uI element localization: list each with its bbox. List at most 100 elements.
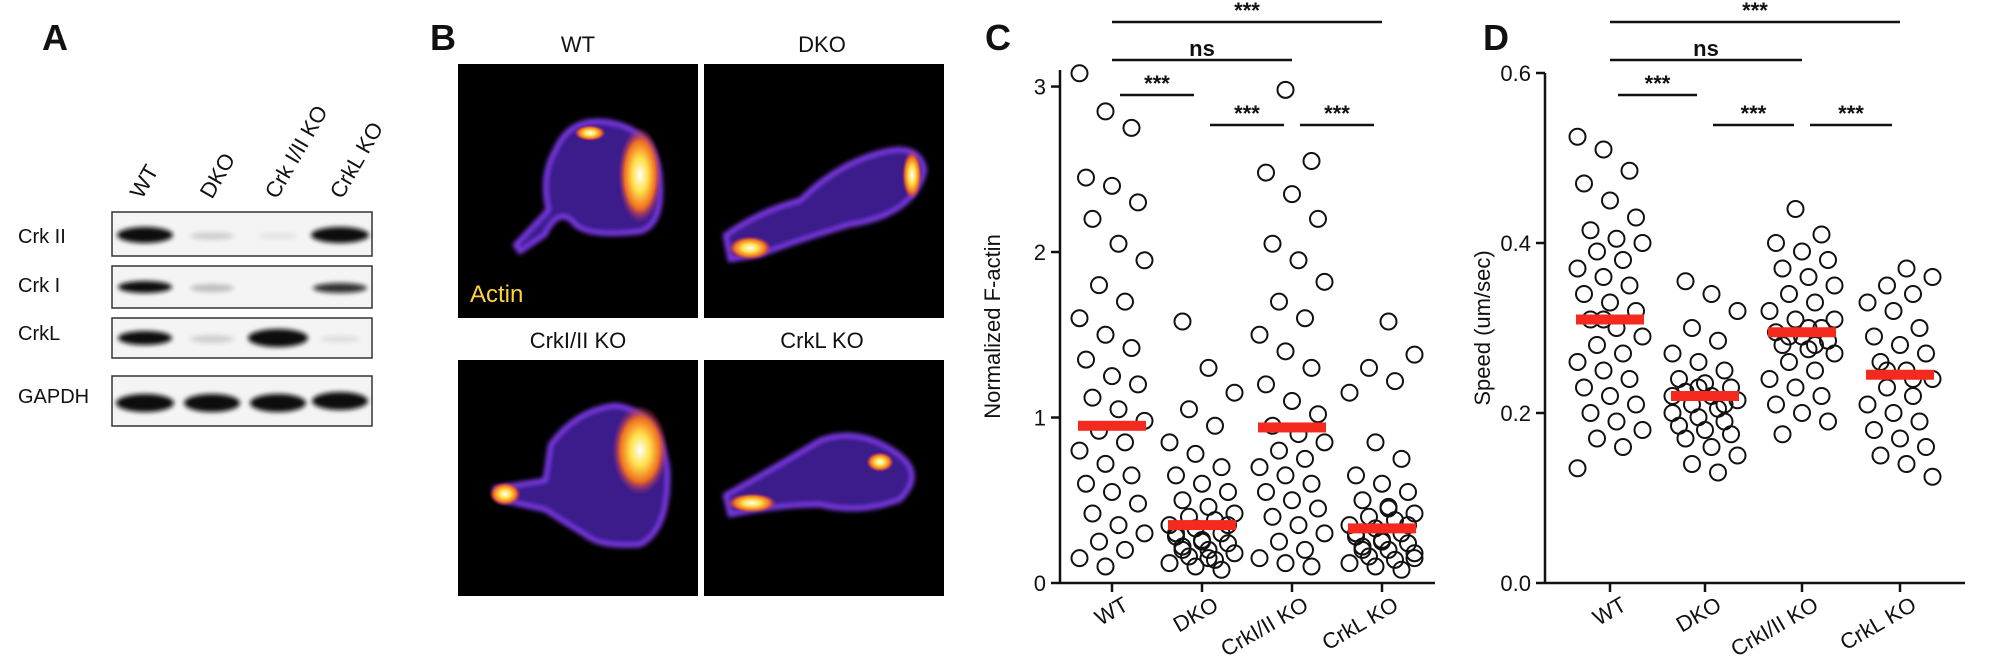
panel-a: A WT DKO Crk I/II KO CrkL KO Crk II Crk … [18,17,388,427]
blot-bands [116,227,369,412]
y-tick-label: 1 [1034,406,1046,431]
data-point [1819,412,1837,431]
significance-label: *** [1838,101,1864,126]
data-point [1897,455,1916,473]
data-point [1696,421,1714,439]
mean-line [1576,314,1644,325]
data-point [1090,276,1108,295]
data-point [1353,540,1372,559]
data-point [1160,433,1179,452]
data-point [1122,339,1141,358]
data-point [1575,378,1593,397]
data-point [1607,229,1626,248]
data-point [1360,547,1378,566]
data-point [1728,446,1747,465]
data-point [1722,425,1740,444]
data-point [1096,454,1115,473]
data-point [1309,499,1327,518]
data-point [1122,466,1141,485]
data-point [1129,375,1147,394]
mean-line [1348,523,1416,534]
data-point [1077,474,1095,493]
data-point [1070,309,1089,328]
data-point [1773,259,1792,278]
data-point [1588,429,1606,448]
data-point [1070,441,1089,460]
data-point [1386,372,1404,391]
data-point [1627,208,1645,227]
data-point [1620,276,1639,295]
significance-label: *** [1144,71,1170,96]
data-point [1386,550,1404,569]
data-point [1077,350,1095,369]
data-point [1180,400,1198,419]
data-point [1199,549,1218,568]
data-point [1193,474,1211,493]
data-point [1077,168,1095,187]
data-point [1302,474,1321,493]
data-point [1601,387,1619,405]
blot-row-label: CrkL [18,323,60,345]
data-point [1263,507,1282,526]
data-point [1219,534,1237,553]
data-point [1884,404,1903,422]
mean-line [1078,420,1146,431]
mean-line [1258,422,1326,433]
image-label: CrkI/II KO [530,328,627,353]
data-point [1250,549,1269,568]
data-point [1135,524,1154,543]
data-point [1122,118,1141,137]
data-point [1819,251,1837,269]
data-point [1315,524,1334,543]
data-point [1910,412,1929,431]
panel-letter: D [1483,17,1509,58]
data-point [1070,64,1089,83]
data-point [1225,383,1244,402]
data-point [1594,361,1613,380]
data-point [1709,463,1727,482]
image-label: DKO [798,32,846,57]
data-point [1683,319,1701,337]
data-point [1193,532,1211,551]
data-point [1568,353,1587,371]
data-point [1812,225,1831,244]
x-tick-label: WT [1090,592,1132,631]
data-point [1689,353,1708,371]
data-point [1702,438,1721,456]
data-point [1270,292,1288,311]
data-point [1858,293,1877,312]
data-point [1581,404,1600,422]
data-point [1709,331,1727,350]
data-point [1399,482,1417,501]
significance-label: ns [1693,36,1719,61]
panel-b: B WT DKO CrkI/II KO CrkL KO Actin [430,17,944,596]
data-point [1878,276,1896,295]
data-point [1878,378,1896,397]
data-point [1302,557,1321,576]
data-point [1373,532,1391,551]
data-point [1865,421,1883,439]
data-point [1289,251,1308,270]
data-point [1392,560,1411,579]
data-point [1786,378,1805,397]
data-point [1379,312,1398,331]
data-point [1070,549,1089,568]
data-point [1167,466,1185,485]
image-label: WT [561,32,595,57]
data-point [1199,358,1218,377]
data-point [1614,251,1632,269]
data-point [1219,482,1237,501]
data-point [1871,446,1890,465]
data-point [1780,353,1798,371]
image-label: CrkL KO [780,328,864,353]
data-point [1340,554,1359,573]
data-point [1250,325,1269,344]
data-point [1173,540,1192,559]
data-point [1825,344,1844,363]
data-point [1683,455,1701,473]
y-axis-label: Speed (um/sec) [1470,250,1495,405]
y-axis-label: Normalized F-actin [980,234,1005,419]
data-point [1360,358,1378,377]
data-point [1614,438,1632,456]
data-point [1186,557,1205,576]
